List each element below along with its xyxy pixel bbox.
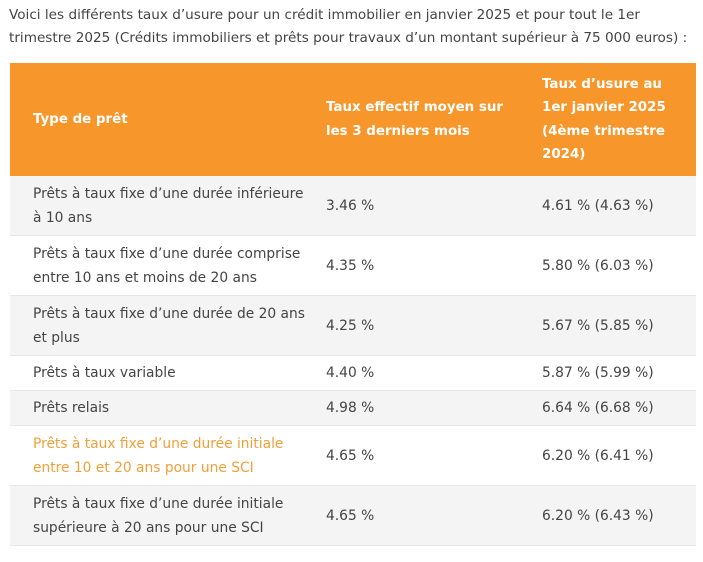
cell-usury-rate: 5.67 % (5.85 %) (527, 295, 696, 356)
table-row: Prêts à taux fixe d’une durée initiale e… (10, 425, 696, 486)
cell-usury-rate: 5.80 % (6.03 %) (527, 235, 696, 296)
cell-usury-rate: 4.61 % (4.63 %) (527, 176, 696, 236)
cell-average-rate: 3.46 % (317, 176, 527, 236)
cell-average-rate: 4.35 % (317, 235, 527, 296)
cell-usury-rate: 5.87 % (5.99 %) (527, 355, 696, 391)
cell-usury-rate: 6.20 % (6.41 %) (527, 425, 696, 486)
cell-average-rate: 4.40 % (317, 355, 527, 391)
header-usury-rate: Taux d’usure au 1er janvier 2025 (4ème t… (527, 63, 696, 176)
table-row: Prêts à taux fixe d’une durée de 20 ans … (10, 295, 696, 356)
intro-paragraph: Voici les différents taux d’usure pour u… (9, 7, 688, 46)
table-row: Prêts à taux fixe d’une durée initiale s… (10, 485, 696, 546)
cell-usury-rate: 6.20 % (6.43 %) (527, 485, 696, 546)
cell-loan-type: Prêts à taux variable (10, 355, 317, 391)
header-loan-type: Type de prêt (10, 63, 317, 176)
cell-average-rate: 4.65 % (317, 485, 527, 546)
cell-average-rate: 4.25 % (317, 295, 527, 356)
header-average-rate: Taux effectif moyen sur les 3 derniers m… (317, 63, 527, 176)
cell-usury-rate: 6.64 % (6.68 %) (527, 390, 696, 426)
table-header-row: Type de prêt Taux effectif moyen sur les… (10, 63, 696, 176)
cell-average-rate: 4.98 % (317, 390, 527, 426)
cell-loan-type: Prêts à taux fixe d’une durée comprise e… (10, 235, 317, 296)
cell-loan-type: Prêts à taux fixe d’une durée de 20 ans … (10, 295, 317, 356)
cell-loan-type: Prêts relais (10, 390, 317, 426)
table-row: Prêts à taux fixe d’une durée comprise e… (10, 235, 696, 296)
table-row: Prêts relais 4.98 % 6.64 % (6.68 %) (10, 390, 696, 426)
cell-loan-type: Prêts à taux fixe d’une durée inférieure… (10, 176, 317, 236)
usury-rates-table: Type de prêt Taux effectif moyen sur les… (10, 63, 696, 546)
cell-average-rate: 4.65 % (317, 425, 527, 486)
cell-loan-type: Prêts à taux fixe d’une durée initiale s… (10, 485, 317, 546)
table-row: Prêts à taux fixe d’une durée inférieure… (10, 176, 696, 236)
table-row: Prêts à taux variable 4.40 % 5.87 % (5.9… (10, 355, 696, 391)
cell-loan-type-highlighted: Prêts à taux fixe d’une durée initiale e… (10, 425, 317, 486)
